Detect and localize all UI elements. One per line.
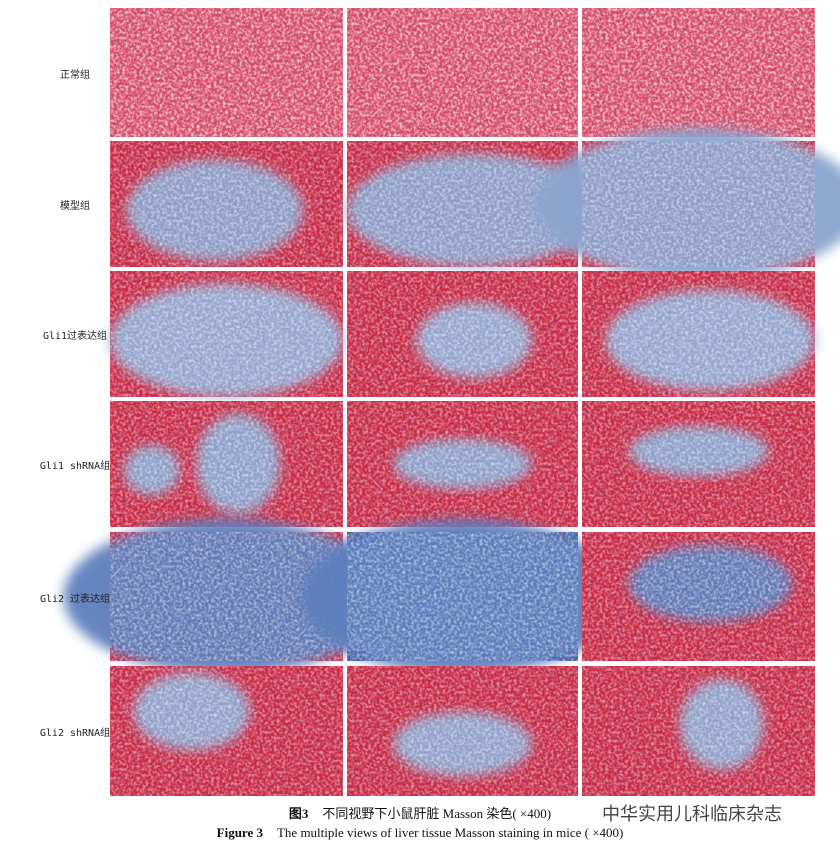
tissue-texture xyxy=(582,666,815,796)
caption-chinese: 图3 不同视野下小鼠肝脏 Masson 染色( ×400) xyxy=(0,803,840,822)
tissue-texture xyxy=(110,271,343,397)
tissue-texture xyxy=(110,8,343,137)
caption-label: 图3 xyxy=(288,806,309,821)
tissue-texture xyxy=(347,8,578,137)
micrograph-panel xyxy=(347,141,602,267)
micrograph-panel xyxy=(110,401,343,527)
tissue-texture xyxy=(347,532,578,661)
tissue-texture xyxy=(347,271,578,397)
image-grid xyxy=(63,8,840,796)
row-label: Gli1过表达组 xyxy=(42,331,108,342)
micrograph-panel xyxy=(63,519,390,674)
micrograph-panel xyxy=(347,666,578,796)
micrograph-panel xyxy=(582,401,815,527)
row-label: Gli2 shRNA组 xyxy=(39,728,111,739)
micrograph-panel xyxy=(347,8,578,137)
caption-text: 不同视野下小鼠肝脏 Masson 染色( ×400) xyxy=(322,806,552,821)
micrograph-panel xyxy=(582,8,815,137)
caption-english: Figure 3 The multiple views of liver tiss… xyxy=(0,825,840,841)
caption-label: Figure 3 xyxy=(216,825,263,840)
tissue-texture xyxy=(110,666,343,796)
micrograph-panel xyxy=(347,401,578,527)
tissue-texture xyxy=(347,666,578,796)
row-label: 模型组 xyxy=(60,201,90,212)
micrograph-panel xyxy=(110,271,343,397)
micrograph-panel xyxy=(110,666,343,796)
micrograph-panel xyxy=(347,271,578,397)
micrograph-panel xyxy=(300,519,625,674)
tissue-texture xyxy=(582,532,815,661)
row-label: 正常组 xyxy=(60,69,90,81)
row-label: Gli2 过表达组 xyxy=(39,593,111,605)
caption-text: The multiple views of liver tissue Masso… xyxy=(276,825,624,840)
micrograph-panel xyxy=(582,666,815,796)
micrograph-panel xyxy=(535,128,840,280)
micrograph-panel xyxy=(582,532,815,661)
tissue-texture xyxy=(582,401,815,527)
micrograph-panel xyxy=(110,141,343,267)
tissue-texture xyxy=(110,141,343,267)
micrograph-panel xyxy=(110,8,343,137)
row-label: Gli1 shRNA组 xyxy=(39,461,111,472)
tissue-texture xyxy=(582,8,815,137)
watermark: 中华实用儿科临床杂志 xyxy=(598,800,786,826)
tissue-texture xyxy=(110,401,343,527)
tissue-texture xyxy=(347,401,578,527)
tissue-texture xyxy=(582,271,815,397)
tissue-texture xyxy=(582,141,815,267)
micrograph-panel xyxy=(582,271,816,397)
